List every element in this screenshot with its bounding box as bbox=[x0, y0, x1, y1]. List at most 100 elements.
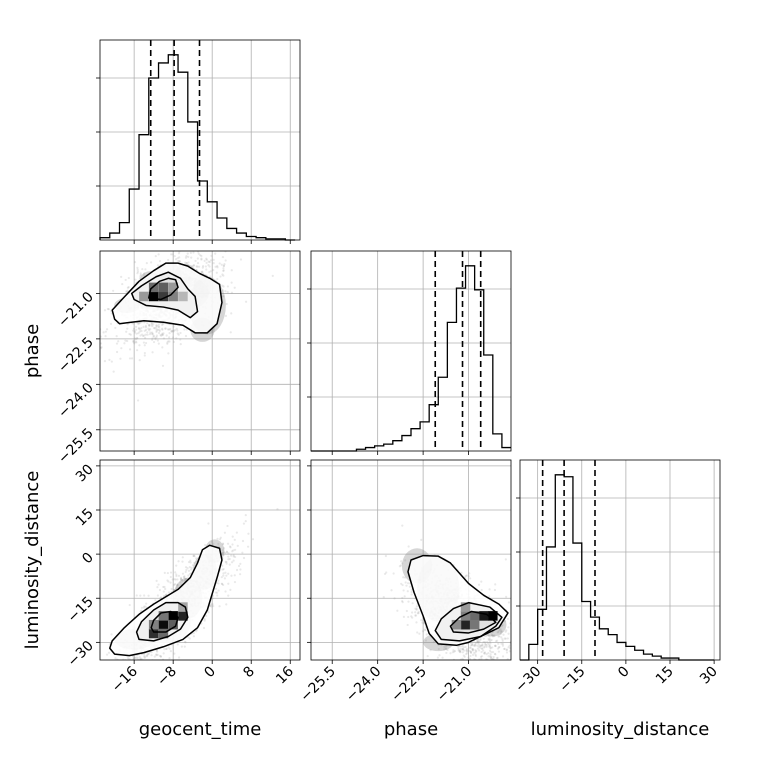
scatter-point bbox=[467, 575, 470, 578]
scatter-point bbox=[473, 658, 476, 660]
scatter-point bbox=[214, 265, 217, 268]
scatter-point bbox=[407, 615, 410, 619]
scatter-point bbox=[127, 276, 130, 280]
scatter-point bbox=[411, 602, 414, 605]
scatter-point bbox=[127, 286, 130, 289]
scatter-point bbox=[138, 321, 142, 324]
scatter-point bbox=[225, 603, 228, 606]
scatter-point bbox=[183, 645, 186, 648]
scatter-point bbox=[487, 655, 490, 658]
scatter-point bbox=[155, 324, 159, 327]
scatter-point bbox=[484, 643, 487, 646]
scatter-point bbox=[162, 322, 165, 326]
scatter-point bbox=[195, 265, 198, 268]
scatter-point bbox=[227, 552, 230, 555]
scatter-point bbox=[187, 261, 190, 264]
joint-geocent-time-phase-frame bbox=[99, 250, 301, 452]
scatter-point bbox=[209, 270, 212, 273]
scatter-point bbox=[115, 342, 119, 345]
scatter-point bbox=[469, 650, 473, 653]
scatter-point bbox=[211, 597, 214, 600]
scatter-point bbox=[146, 333, 149, 336]
scatter-point bbox=[494, 653, 497, 656]
scatter-point bbox=[501, 655, 505, 658]
scatter-point bbox=[228, 563, 231, 566]
density-cell bbox=[469, 619, 480, 630]
scatter-point bbox=[232, 559, 235, 562]
scatter-point bbox=[476, 640, 479, 643]
scatter-point bbox=[400, 582, 403, 585]
scatter-point bbox=[224, 259, 227, 262]
scatter-point bbox=[482, 646, 486, 649]
scatter-point bbox=[195, 630, 198, 633]
scatter-point bbox=[500, 630, 503, 633]
scatter-point bbox=[144, 336, 147, 339]
scatter-point bbox=[487, 652, 490, 655]
scatter-point bbox=[488, 645, 491, 648]
scatter-point bbox=[181, 579, 184, 582]
scatter-point bbox=[496, 631, 499, 634]
x-axis-label-luminosity-distance: luminosity_distance bbox=[531, 719, 710, 740]
scatter-point bbox=[398, 565, 401, 568]
scatter-point bbox=[130, 357, 134, 360]
scatter-point bbox=[135, 332, 138, 335]
scatter-point bbox=[490, 638, 493, 642]
scatter-point bbox=[508, 650, 511, 653]
scatter-point bbox=[501, 623, 504, 627]
scatter-point bbox=[142, 334, 145, 338]
scatter-point bbox=[151, 324, 154, 328]
scatter-point bbox=[150, 651, 153, 654]
scatter-point bbox=[497, 642, 500, 645]
scatter-point bbox=[197, 265, 201, 268]
scatter-point bbox=[493, 634, 496, 637]
scatter-point bbox=[128, 348, 132, 351]
scatter-point bbox=[486, 640, 489, 643]
scatter-point bbox=[403, 595, 406, 598]
scatter-point bbox=[196, 261, 200, 265]
scatter-point bbox=[155, 328, 158, 331]
scatter-point bbox=[181, 579, 184, 582]
scatter-point bbox=[155, 325, 158, 329]
scatter-point bbox=[155, 329, 158, 332]
scatter-point bbox=[166, 579, 169, 582]
scatter-point bbox=[382, 596, 385, 599]
scatter-point bbox=[483, 641, 486, 644]
scatter-point bbox=[161, 328, 164, 331]
density-cell bbox=[178, 602, 188, 612]
scatter-point bbox=[482, 640, 485, 644]
scatter-point bbox=[473, 643, 476, 647]
scatter-point bbox=[499, 632, 502, 636]
scatter-point bbox=[177, 252, 181, 255]
scatter-point bbox=[476, 639, 479, 642]
scatter-point bbox=[242, 556, 246, 560]
scatter-point bbox=[468, 646, 471, 649]
scatter-point bbox=[208, 260, 211, 264]
scatter-point bbox=[399, 564, 403, 567]
scatter-point bbox=[185, 568, 188, 572]
scatter-point bbox=[452, 649, 455, 652]
scatter-point bbox=[390, 589, 393, 592]
scatter-point bbox=[479, 637, 482, 641]
scatter-point bbox=[165, 647, 168, 650]
scatter-point bbox=[164, 327, 167, 330]
scatter-point bbox=[424, 628, 427, 632]
scatter-point bbox=[145, 654, 149, 658]
scatter-point bbox=[156, 650, 159, 653]
scatter-point bbox=[225, 550, 228, 553]
density-cell bbox=[460, 619, 471, 630]
scatter-point bbox=[222, 567, 225, 571]
scatter-point bbox=[466, 652, 469, 655]
scatter-point bbox=[227, 555, 230, 558]
scatter-point bbox=[155, 335, 158, 339]
scatter-point bbox=[212, 258, 215, 261]
scatter-point bbox=[104, 335, 107, 338]
scatter-point bbox=[483, 651, 487, 654]
scatter-point bbox=[489, 655, 492, 658]
scatter-point bbox=[470, 643, 473, 647]
scatter-point bbox=[222, 583, 225, 587]
axis-labels: geocent_time phase luminosity_distancephas… bbox=[22, 324, 709, 740]
scatter-point bbox=[136, 656, 139, 659]
scatter-point bbox=[492, 657, 495, 660]
scatter-point bbox=[136, 349, 139, 352]
scatter-point bbox=[187, 569, 191, 572]
